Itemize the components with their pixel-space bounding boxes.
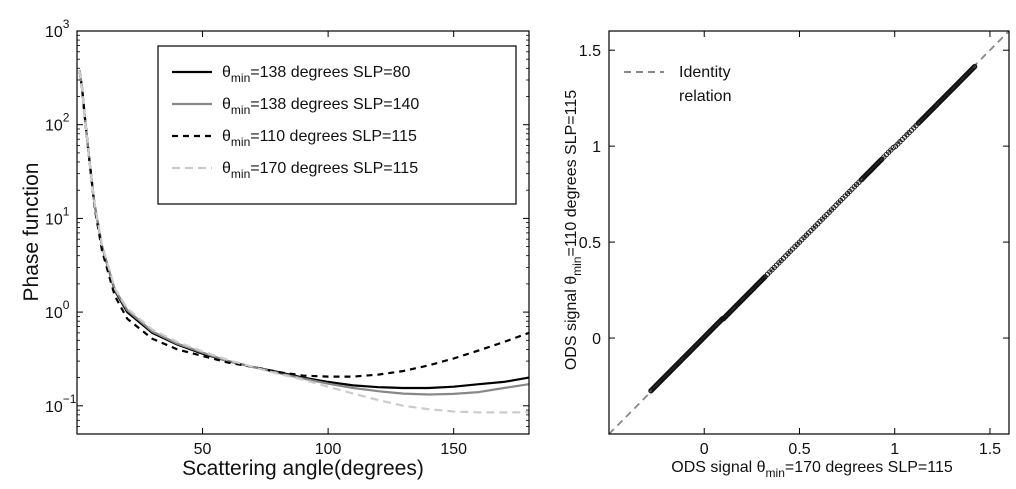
right-y-tick-label: 0.5 — [579, 235, 601, 252]
right-y-tick-label: 1.5 — [579, 43, 601, 60]
scatter-points — [648, 63, 978, 394]
right-x-tick-label: 0 — [700, 441, 709, 458]
right-y-tick-labels: 0 0.5 1 1.5 — [579, 43, 601, 348]
right-x-tick-labels: 0 0.5 1 1.5 — [700, 441, 1001, 458]
right-axis-ticks — [609, 31, 1009, 434]
legend-identity-line2: relation — [679, 88, 731, 105]
scatter-point — [761, 274, 768, 281]
left-legend: θmin=138 degrees SLP=80 θmin=138 degrees … — [157, 45, 517, 205]
scatter-point — [878, 157, 884, 163]
left-y-axis-label: Phase function — [20, 163, 43, 302]
legend-identity-line1: Identity — [679, 64, 731, 81]
left-x-tick-label: 50 — [194, 441, 212, 458]
right-y-tick-label: 0 — [592, 331, 601, 348]
scatter-point — [971, 64, 977, 70]
left-series — [78, 70, 530, 414]
scatter-point — [970, 65, 976, 71]
left-y-tick-label: 103 — [45, 17, 70, 41]
left-legend-label-4: θmin=170 degrees SLP=115 — [222, 160, 418, 181]
left-x-tick-labels: 50 100 150 — [194, 441, 467, 458]
right-x-tick-label: 0.5 — [788, 441, 810, 458]
right-chart: 0 0.5 1 1.5 0 0.5 1 1.5 Identity relation ODS … — [563, 30, 1010, 480]
left-x-tick-label: 100 — [315, 441, 342, 458]
left-x-tick-label: 150 — [440, 441, 467, 458]
left-legend-label-2: θmin=138 degrees SLP=140 — [222, 96, 419, 117]
left-y-tick-label: 102 — [45, 111, 70, 135]
right-x-axis-label: ODS signal θmin=170 degrees SLP=115 — [671, 459, 953, 480]
left-y-tick-label: 100 — [45, 298, 70, 322]
scatter-point — [972, 63, 978, 70]
left-legend-box — [157, 45, 517, 205]
left-y-tick-labels: 10−1 100 101 102 103 — [45, 17, 77, 416]
left-y-tick-label: 101 — [45, 204, 70, 228]
right-y-tick-label: 1 — [592, 139, 601, 156]
right-x-tick-label: 1.5 — [979, 441, 1001, 458]
left-x-axis-label: Scattering angle(degrees) — [182, 457, 424, 480]
scatter-point — [877, 158, 883, 164]
left-chart: 50 100 150 10−1 100 101 102 103 Scattering ang… — [20, 17, 530, 480]
left-y-tick-label: 10−1 — [45, 392, 77, 416]
right-legend: Identity relation — [624, 64, 731, 105]
left-legend-label-3: θmin=110 degrees SLP=115 — [222, 128, 417, 149]
left-plot-frame — [76, 30, 530, 435]
right-y-axis-label: ODS signal θmin=110 degrees SLP=115 — [563, 90, 584, 370]
left-series-line-3 — [78, 70, 530, 378]
right-x-tick-label: 1 — [890, 441, 899, 458]
left-legend-label-1: θmin=138 degrees SLP=80 — [222, 64, 410, 85]
scatter-point — [761, 275, 767, 281]
right-plot-frame — [608, 30, 1010, 435]
